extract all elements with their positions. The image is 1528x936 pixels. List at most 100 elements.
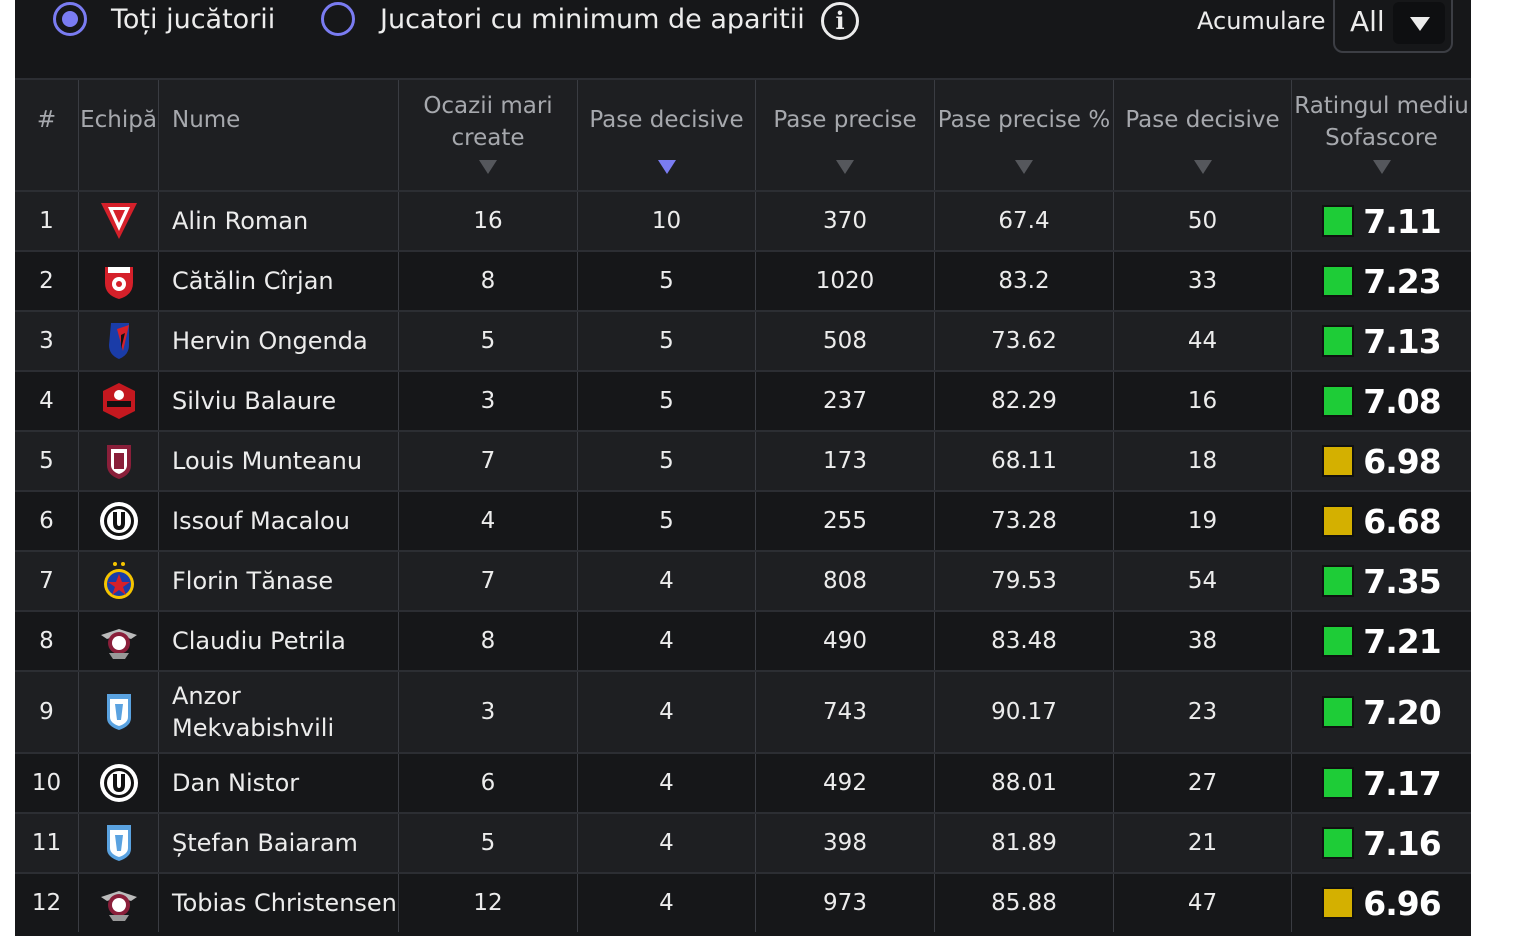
- player-name[interactable]: Hervin Ongenda: [159, 312, 399, 370]
- cell-key-passes: 54: [1114, 552, 1292, 610]
- cell-accurate-passes: 808: [756, 552, 935, 610]
- table-row[interactable]: 5 Louis Munteanu 7 5 173 68.11 18 6.98: [15, 430, 1471, 490]
- rating-value: 7.08: [1363, 381, 1441, 421]
- player-name-text[interactable]: Louis Munteanu: [172, 447, 363, 475]
- player-name[interactable]: Anzor Mekvabishvili: [159, 672, 399, 752]
- player-name[interactable]: Dan Nistor: [159, 754, 399, 812]
- rating-value: 7.21: [1363, 621, 1441, 661]
- sort-arrow-icon[interactable]: [479, 160, 497, 174]
- col-header-rank: #: [15, 80, 79, 190]
- player-name[interactable]: Claudiu Petrila: [159, 612, 399, 670]
- info-icon[interactable]: i: [821, 2, 859, 40]
- cell-pct: 73.28: [935, 492, 1114, 550]
- col-header-rating[interactable]: Ratingul mediu Sofascore: [1292, 80, 1471, 190]
- fcsb-logo[interactable]: [79, 552, 159, 610]
- chevron-down-icon[interactable]: [1393, 2, 1445, 44]
- player-name-text[interactable]: Tobias Christensen: [172, 889, 397, 917]
- accumulation-value: All: [1350, 5, 1385, 38]
- cell-rank: 11: [15, 814, 79, 872]
- cell-accurate-passes: 370: [756, 192, 935, 250]
- player-name[interactable]: Issouf Macalou: [159, 492, 399, 550]
- rating-cell: 7.08: [1292, 372, 1471, 430]
- player-name[interactable]: Florin Tănase: [159, 552, 399, 610]
- rapid-logo[interactable]: [79, 874, 159, 932]
- player-stats-panel: Toți jucătorii Jucatori cu minimum de ap…: [15, 0, 1471, 936]
- cell-rank: 8: [15, 612, 79, 670]
- cell-big-chances: 12: [399, 874, 578, 932]
- sort-arrow-icon[interactable]: [1372, 160, 1391, 174]
- cell-big-chances: 4: [399, 492, 578, 550]
- u-craiova-logo[interactable]: [79, 814, 159, 872]
- sort-arrow-icon[interactable]: [657, 160, 676, 174]
- cell-assists: 4: [578, 552, 756, 610]
- player-name-text[interactable]: Hervin Ongenda: [172, 327, 368, 355]
- player-name[interactable]: Louis Munteanu: [159, 432, 399, 490]
- radio-min-appearances[interactable]: [321, 2, 355, 36]
- col-header-assists[interactable]: Pase decisive: [578, 80, 756, 190]
- player-name-text[interactable]: Cătălin Cîrjan: [172, 267, 334, 295]
- rapid-logo[interactable]: [79, 612, 159, 670]
- table-row[interactable]: 1 Alin Roman 16 10 370 67.4 50 7.11: [15, 190, 1471, 250]
- table-row[interactable]: 11 Ștefan Baiaram 5 4 398 81.89 21 7.16: [15, 812, 1471, 872]
- col-header-accurate-passes-pct[interactable]: Pase precise %: [935, 80, 1114, 190]
- radio-min-appearances-label[interactable]: Jucatori cu minimum de aparitii: [380, 4, 805, 35]
- col-header-key-passes[interactable]: Pase decisive: [1114, 80, 1292, 190]
- cell-pct: 83.48: [935, 612, 1114, 670]
- table-row[interactable]: 3 Hervin Ongenda 5 5 508 73.62 44 7.13: [15, 310, 1471, 370]
- rating-color-badge: [1322, 827, 1355, 859]
- rating-cell: 7.11: [1292, 192, 1471, 250]
- col-header-big-chances[interactable]: Ocazii mari create: [399, 80, 578, 190]
- rating-cell: 7.16: [1292, 814, 1471, 872]
- sort-arrow-icon[interactable]: [1015, 160, 1033, 174]
- player-name-text[interactable]: Silviu Balaure: [172, 387, 337, 415]
- table-row[interactable]: 2 Cătălin Cîrjan 8 5 1020 83.2 33 7.23: [15, 250, 1471, 310]
- rating-color-badge: [1322, 696, 1355, 728]
- player-name-text[interactable]: Claudiu Petrila: [172, 627, 346, 655]
- accumulation-dropdown[interactable]: All: [1333, 0, 1453, 53]
- rating-cell: 7.23: [1292, 252, 1471, 310]
- cell-assists: 5: [578, 492, 756, 550]
- player-name[interactable]: Ștefan Baiaram: [159, 814, 399, 872]
- cfr-cluj-logo[interactable]: [79, 432, 159, 490]
- player-name[interactable]: Alin Roman: [159, 192, 399, 250]
- table-row[interactable]: 7 Florin Tănase 7 4 808 79.53 54 7.35: [15, 550, 1471, 610]
- col-header-accurate-passes[interactable]: Pase precise: [756, 80, 935, 190]
- cell-rank: 9: [15, 672, 79, 752]
- table-row[interactable]: 9 Anzor Mekvabishvili 3 4 743 90.17 23 7.20: [15, 670, 1471, 752]
- u-craiova-logo[interactable]: [79, 672, 159, 752]
- radio-all-players-label[interactable]: Toți jucătorii: [111, 4, 276, 35]
- botosani-logo[interactable]: [79, 312, 159, 370]
- table-row[interactable]: 4 Silviu Balaure 3 5 237 82.29 16 7.08: [15, 370, 1471, 430]
- cell-big-chances: 3: [399, 372, 578, 430]
- player-name-text[interactable]: Dan Nistor: [172, 769, 300, 797]
- radio-all-players[interactable]: [53, 2, 87, 36]
- cell-accurate-passes: 973: [756, 874, 935, 932]
- player-name[interactable]: Cătălin Cîrjan: [159, 252, 399, 310]
- table-row[interactable]: 12 Tobias Christensen 12 4 973 85.88 47 6.96: [15, 872, 1471, 932]
- sort-arrow-icon[interactable]: [836, 160, 854, 174]
- dinamo-logo[interactable]: [79, 252, 159, 310]
- player-name-text[interactable]: Florin Tănase: [172, 567, 334, 595]
- player-name-text[interactable]: Alin Roman: [172, 207, 309, 235]
- cell-pct: 83.2: [935, 252, 1114, 310]
- player-name-text[interactable]: Anzor Mekvabishvili: [172, 682, 335, 742]
- cell-rank: 5: [15, 432, 79, 490]
- sort-arrow-icon[interactable]: [1193, 160, 1212, 174]
- player-name[interactable]: Silviu Balaure: [159, 372, 399, 430]
- table-row[interactable]: 8 Claudiu Petrila 8 4 490 83.48 38 7.21: [15, 610, 1471, 670]
- cell-assists: 5: [578, 372, 756, 430]
- cell-key-passes: 38: [1114, 612, 1292, 670]
- cell-big-chances: 7: [399, 432, 578, 490]
- cell-pct: 82.29: [935, 372, 1114, 430]
- stats-table: # Echipă Nume Ocazii mari create Pase dec…: [15, 78, 1471, 932]
- table-row[interactable]: 10 Dan Nistor 6 4 492 88.01 27 7.17: [15, 752, 1471, 812]
- uta-arad-logo[interactable]: [79, 192, 159, 250]
- u-cluj-logo[interactable]: [79, 754, 159, 812]
- table-row[interactable]: 6 Issouf Macalou 4 5 255 73.28 19 6.68: [15, 490, 1471, 550]
- player-name[interactable]: Tobias Christensen: [159, 874, 399, 932]
- cell-key-passes: 18: [1114, 432, 1292, 490]
- player-name-text[interactable]: Issouf Macalou: [172, 507, 350, 535]
- hermannstadt-logo[interactable]: [79, 372, 159, 430]
- u-cluj-logo[interactable]: [79, 492, 159, 550]
- player-name-text[interactable]: Ștefan Baiaram: [172, 829, 358, 857]
